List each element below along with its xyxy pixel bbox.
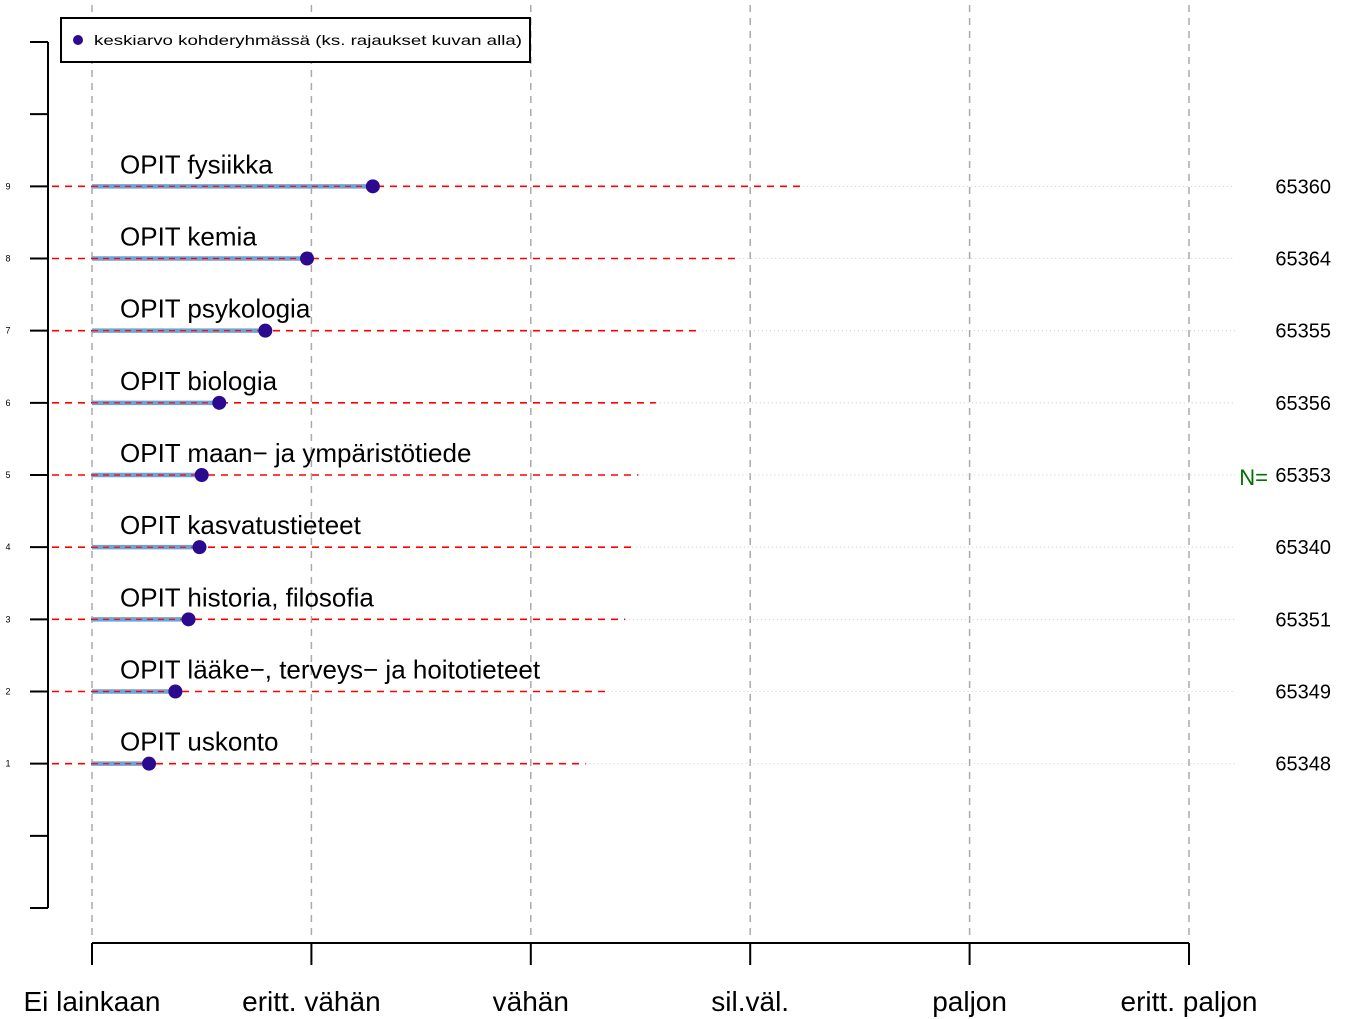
x-axis: Ei lainkaan eritt. vähän vähän sil.väl. palj… <box>24 942 1258 1017</box>
n-value-5: 65340 <box>1275 537 1331 559</box>
mean-point-5 <box>192 540 207 555</box>
category-label-5: OPIT kasvatustieteet <box>120 510 362 540</box>
n-value-6: 65351 <box>1275 609 1331 631</box>
legend-marker <box>73 35 83 45</box>
n-value-1: 65364 <box>1275 249 1331 271</box>
y-tick-label-5: 6 <box>5 398 10 408</box>
legend-box <box>60 17 531 63</box>
x-tick-label-4: paljon <box>932 986 1007 1017</box>
category-label-6: OPIT historia, filosofia <box>120 582 374 612</box>
mean-point-1 <box>300 251 315 266</box>
category-label-3: OPIT biologia <box>120 366 278 396</box>
mean-point-8 <box>142 756 157 771</box>
x-tick-label-5: eritt. paljon <box>1121 986 1258 1017</box>
mean-point-3 <box>212 395 227 410</box>
y-tick-label-2: 3 <box>5 614 10 624</box>
mean-bars <box>92 184 373 766</box>
y-tick-label-8: 9 <box>5 181 10 191</box>
row-guide-lines <box>585 185 1235 765</box>
n-value-4: 65353 <box>1275 465 1331 487</box>
y-tick-label-1: 2 <box>5 687 10 697</box>
x-tick-label-0: Ei lainkaan <box>24 986 161 1017</box>
x-tick-label-3: sil.väl. <box>711 986 789 1017</box>
mean-point-4 <box>194 468 209 482</box>
n-value-2: 65355 <box>1275 321 1331 343</box>
category-label-7: OPIT lääke−, terveys− ja hoitotieteet <box>120 655 541 685</box>
mean-points <box>142 179 380 771</box>
y-tick-label-0: 1 <box>5 759 10 769</box>
category-label-1: OPIT kemia <box>120 222 257 252</box>
y-tick-label-6: 7 <box>5 326 10 336</box>
y-tick-label-3: 4 <box>5 542 10 552</box>
x-tick-label-1: eritt. vähän <box>242 986 381 1017</box>
x-tick-label-2: vähän <box>493 986 569 1017</box>
n-value-0: 65360 <box>1275 176 1331 198</box>
y-tick-label-4: 5 <box>5 470 10 480</box>
category-label-4: OPIT maan− ja ympäristötiede <box>120 438 471 468</box>
n-value-8: 65348 <box>1275 754 1331 776</box>
category-labels: OPIT fysiikka OPIT kemia OPIT psykologia OP… <box>120 149 541 756</box>
y-axis: 1 2 3 4 5 6 7 8 9 <box>5 41 49 909</box>
legend-text: keskiarvo kohderyhmässä (ks. rajaukset k… <box>94 32 522 48</box>
category-label-2: OPIT psykologia <box>120 294 311 324</box>
mean-point-0 <box>365 179 380 194</box>
n-value-7: 65349 <box>1275 682 1331 704</box>
y-tick-label-7: 8 <box>5 254 10 264</box>
grid-lines <box>91 5 1190 935</box>
legend: keskiarvo kohderyhmässä (ks. rajaukset k… <box>60 17 531 63</box>
category-label-0: OPIT fysiikka <box>120 149 273 179</box>
n-label: N= <box>1239 465 1268 490</box>
mean-point-7 <box>168 684 183 699</box>
n-values: N= 65360 65364 65355 65356 65353 65340 65351 65… <box>1239 176 1331 775</box>
mean-point-2 <box>258 323 273 338</box>
n-value-3: 65356 <box>1275 393 1331 415</box>
mean-point-6 <box>181 612 196 627</box>
category-label-8: OPIT uskonto <box>120 727 279 757</box>
